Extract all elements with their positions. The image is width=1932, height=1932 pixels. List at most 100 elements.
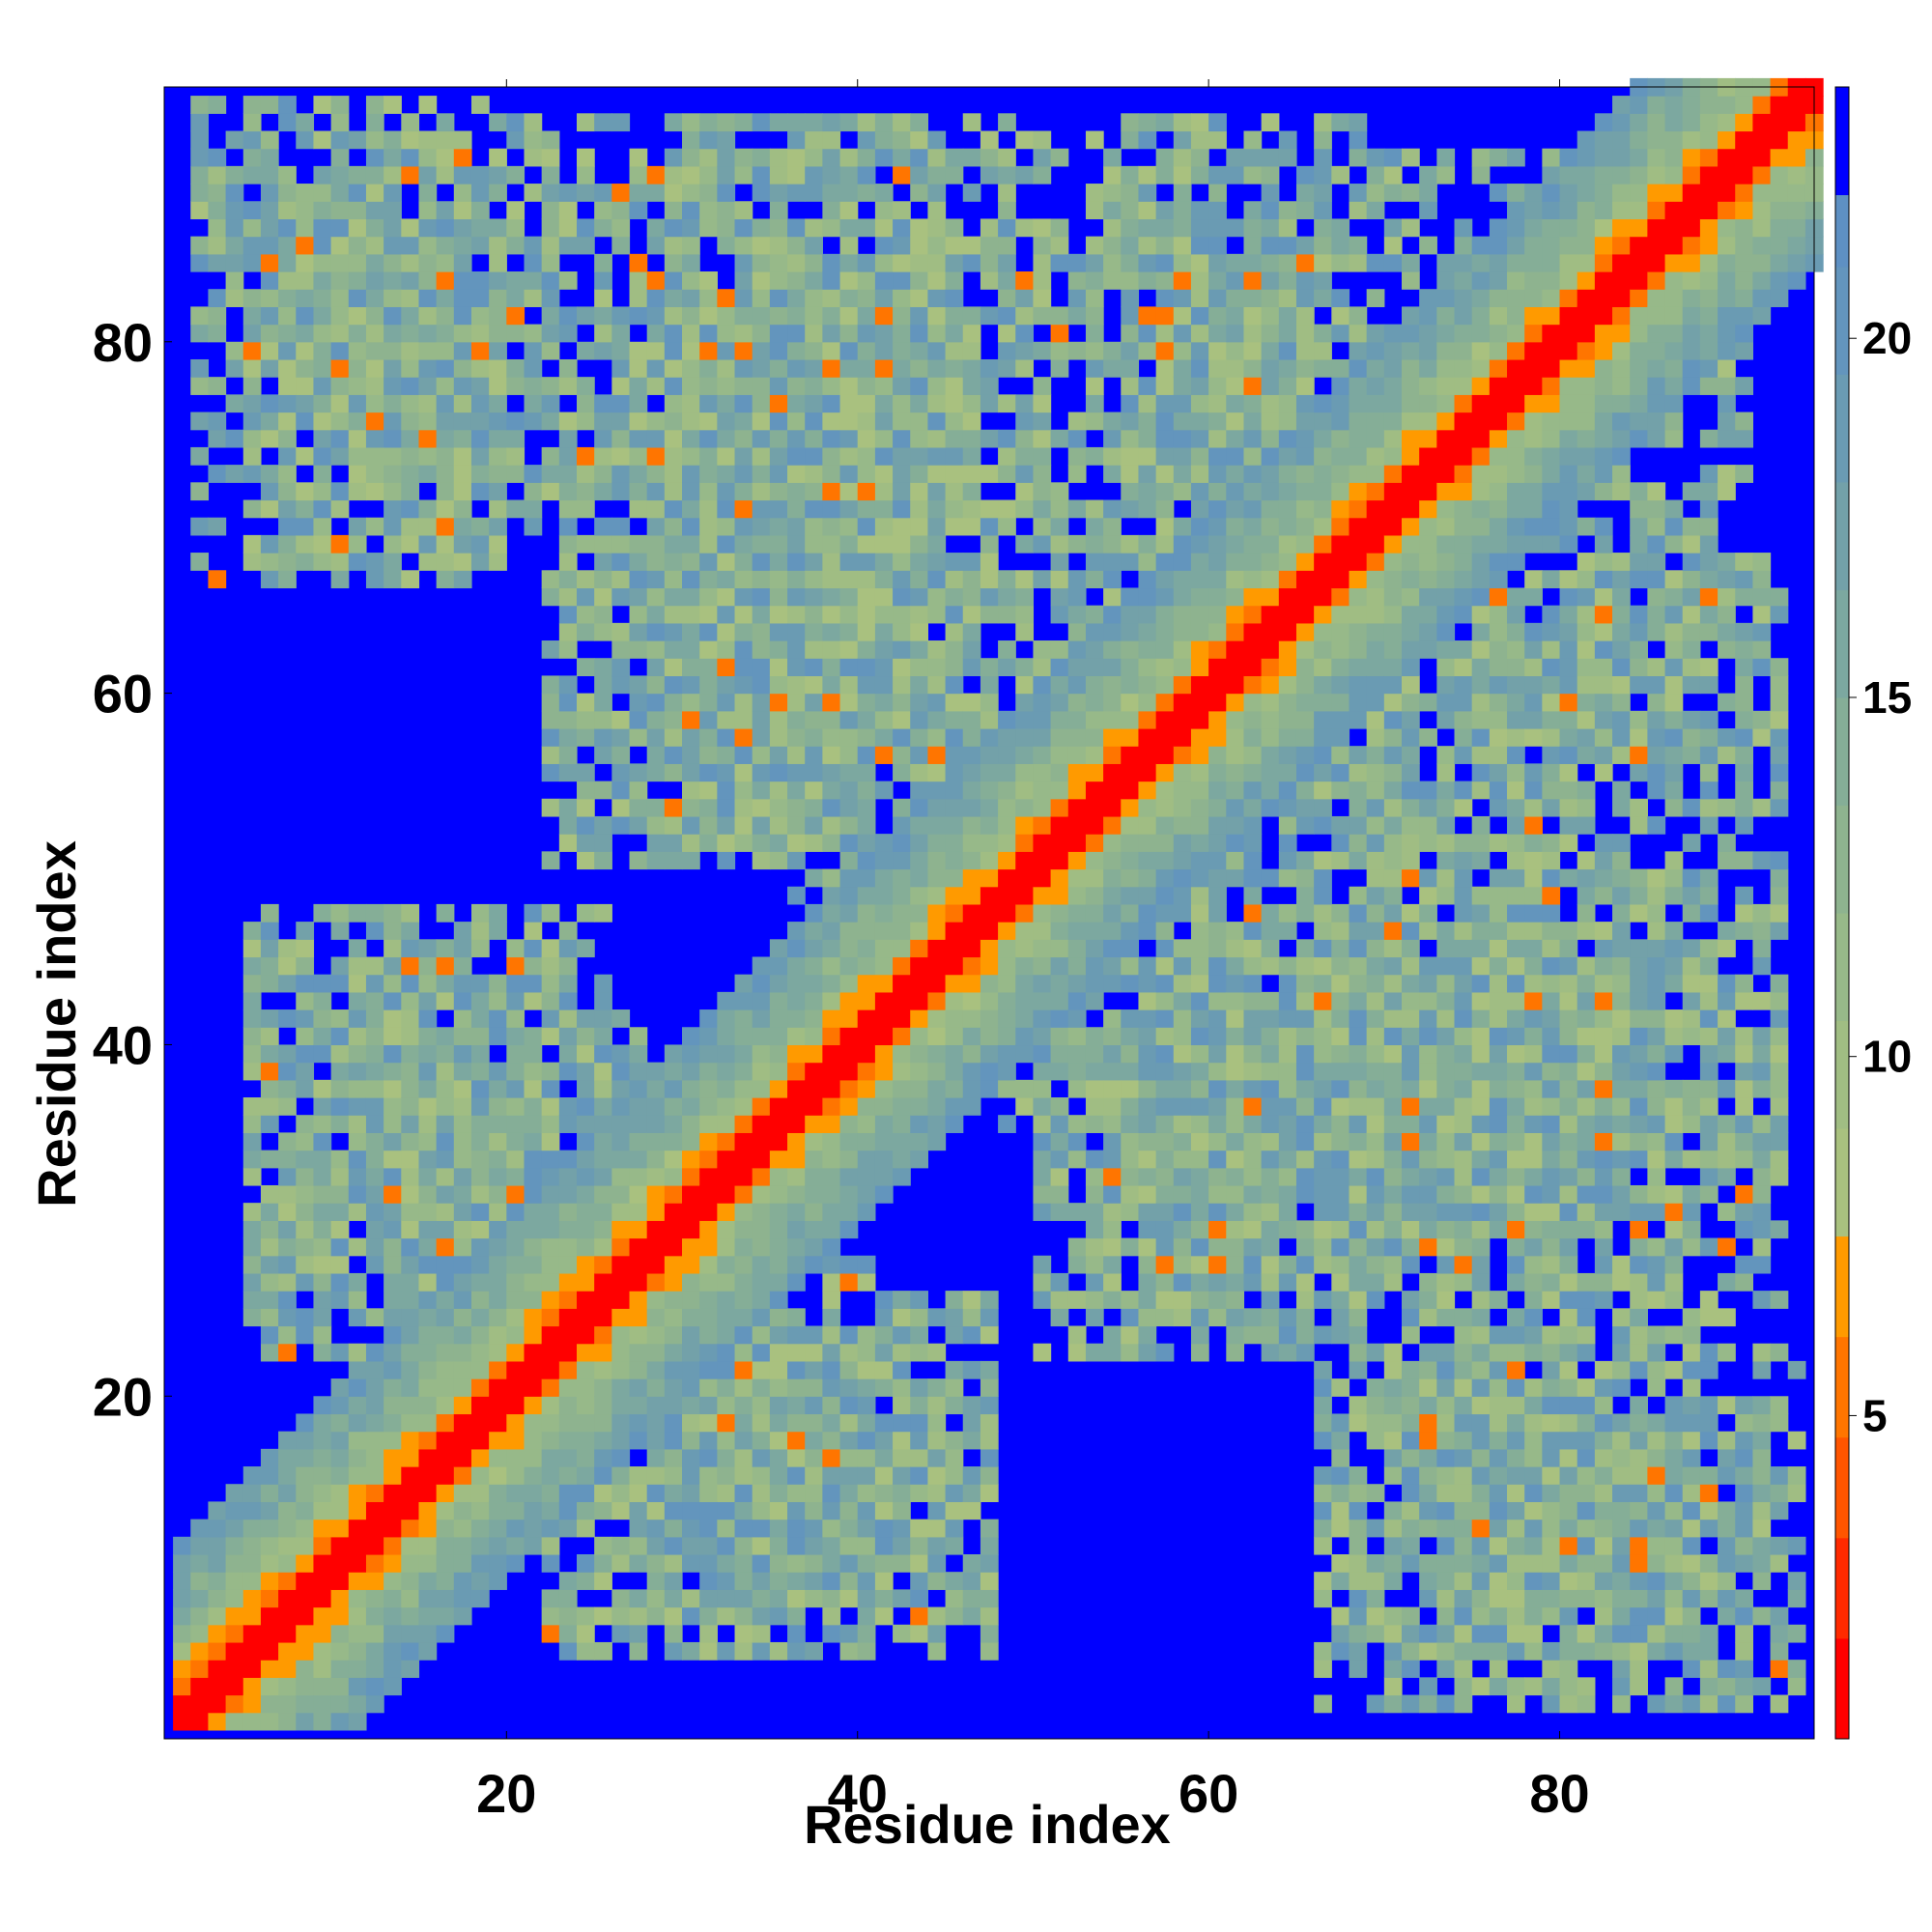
heatmap-cell (1278, 253, 1297, 272)
heatmap-cell (1190, 201, 1209, 220)
heatmap-cell (980, 1553, 999, 1573)
heatmap-cell (787, 429, 806, 448)
heatmap-cell (980, 271, 999, 290)
heatmap-cell (418, 517, 438, 536)
heatmap-cell (682, 1272, 700, 1292)
heatmap-cell (1067, 1115, 1087, 1133)
heatmap-cell (717, 165, 736, 185)
heatmap-cell (1383, 184, 1403, 202)
heatmap-cell (1015, 341, 1035, 360)
heatmap-cell (577, 1624, 595, 1643)
heatmap-cell (453, 201, 472, 220)
heatmap-cell (384, 96, 402, 114)
heatmap-cell (296, 1677, 315, 1696)
heatmap-cell (1173, 341, 1192, 360)
heatmap-cell (734, 236, 753, 255)
heatmap-cell (577, 781, 595, 800)
heatmap-cell (242, 1167, 262, 1186)
heatmap-cell (225, 1677, 244, 1696)
heatmap-cell (945, 727, 964, 747)
heatmap-cell (752, 781, 771, 800)
heatmap-cell (664, 658, 683, 677)
heatmap-cell (278, 1009, 297, 1028)
heatmap-cell (717, 798, 736, 817)
heatmap-cell (313, 1097, 332, 1116)
heatmap-cell (577, 763, 595, 782)
heatmap-cell (594, 1150, 612, 1169)
heatmap-cell (313, 1501, 332, 1520)
heatmap-cell (558, 956, 578, 976)
heatmap-cell (1243, 798, 1263, 817)
heatmap-cell (1402, 727, 1420, 747)
heatmap-cell (365, 1413, 384, 1433)
heatmap-cell (1419, 1079, 1437, 1098)
heatmap-cell (313, 253, 332, 272)
heatmap-cell (330, 446, 350, 466)
heatmap-cell (1349, 201, 1368, 220)
heatmap-cell (296, 1184, 315, 1204)
heatmap-cell (365, 271, 384, 290)
heatmap-cell (1383, 1536, 1403, 1555)
heatmap-cell (1471, 499, 1491, 519)
heatmap-cell (752, 798, 771, 817)
heatmap-cell (1314, 1115, 1332, 1133)
heatmap-cell (1454, 429, 1473, 448)
heatmap-cell (577, 1237, 595, 1257)
heatmap-cell (717, 1448, 736, 1467)
heatmap-cell (1331, 939, 1350, 958)
heatmap-cell (313, 1660, 332, 1678)
heatmap-cell (1436, 1062, 1456, 1081)
heatmap-cell (1331, 763, 1350, 782)
heatmap-cell (348, 1378, 367, 1397)
heatmap-cell (1314, 1641, 1332, 1661)
heatmap-cell (1015, 465, 1035, 483)
heatmap-cell (1190, 922, 1209, 940)
heatmap-cell (945, 1009, 964, 1028)
heatmap-cell (1331, 693, 1350, 712)
heatmap-cell (577, 184, 595, 202)
heatmap-cell (734, 1044, 753, 1064)
heatmap-cell (822, 534, 841, 554)
heatmap-cell (1261, 763, 1280, 782)
heatmap-cell (893, 412, 911, 431)
heatmap-cell (1314, 1589, 1332, 1608)
heatmap-cell (436, 377, 455, 395)
heatmap-cell (1261, 412, 1280, 431)
heatmap-cell (1383, 1150, 1403, 1169)
heatmap-cell (384, 1484, 402, 1503)
heatmap-cell (278, 517, 297, 536)
heatmap-cell (1121, 113, 1140, 132)
heatmap-cell (839, 553, 859, 571)
heatmap-cell (1243, 781, 1263, 800)
heatmap-cell (1226, 1167, 1245, 1186)
heatmap-cell (927, 534, 947, 554)
heatmap-cell (489, 1431, 507, 1450)
heatmap-cell (1173, 482, 1192, 501)
heatmap-cell (717, 1343, 736, 1362)
heatmap-cell (769, 798, 788, 817)
heatmap-cell (348, 1519, 367, 1538)
heatmap-cell (682, 1237, 700, 1257)
heatmap-cell (1050, 956, 1069, 976)
heatmap-cell (1173, 903, 1192, 923)
heatmap-cell (1138, 1097, 1157, 1116)
heatmap-cell (577, 1360, 595, 1379)
heatmap-cell (470, 412, 490, 431)
heatmap-cell (787, 1466, 806, 1485)
heatmap-cell (1138, 763, 1157, 782)
heatmap-cell (558, 306, 578, 326)
heatmap-cell (857, 534, 876, 554)
heatmap-cell (927, 1572, 947, 1590)
heatmap-cell (190, 377, 210, 395)
heatmap-cell (980, 1536, 999, 1555)
heatmap-cell (1278, 640, 1297, 659)
heatmap-cell (734, 693, 753, 712)
heatmap-cell (1454, 1027, 1473, 1046)
heatmap-cell (1366, 675, 1385, 695)
heatmap-cell (541, 1291, 560, 1309)
heatmap-cell (313, 1484, 332, 1503)
heatmap-cell (910, 1044, 928, 1064)
heatmap-cell (1454, 1044, 1473, 1064)
heatmap-cell (998, 429, 1016, 448)
heatmap-cell (927, 1097, 947, 1116)
